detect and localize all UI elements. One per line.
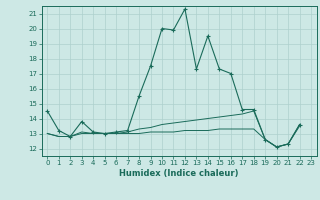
X-axis label: Humidex (Indice chaleur): Humidex (Indice chaleur) [119, 169, 239, 178]
